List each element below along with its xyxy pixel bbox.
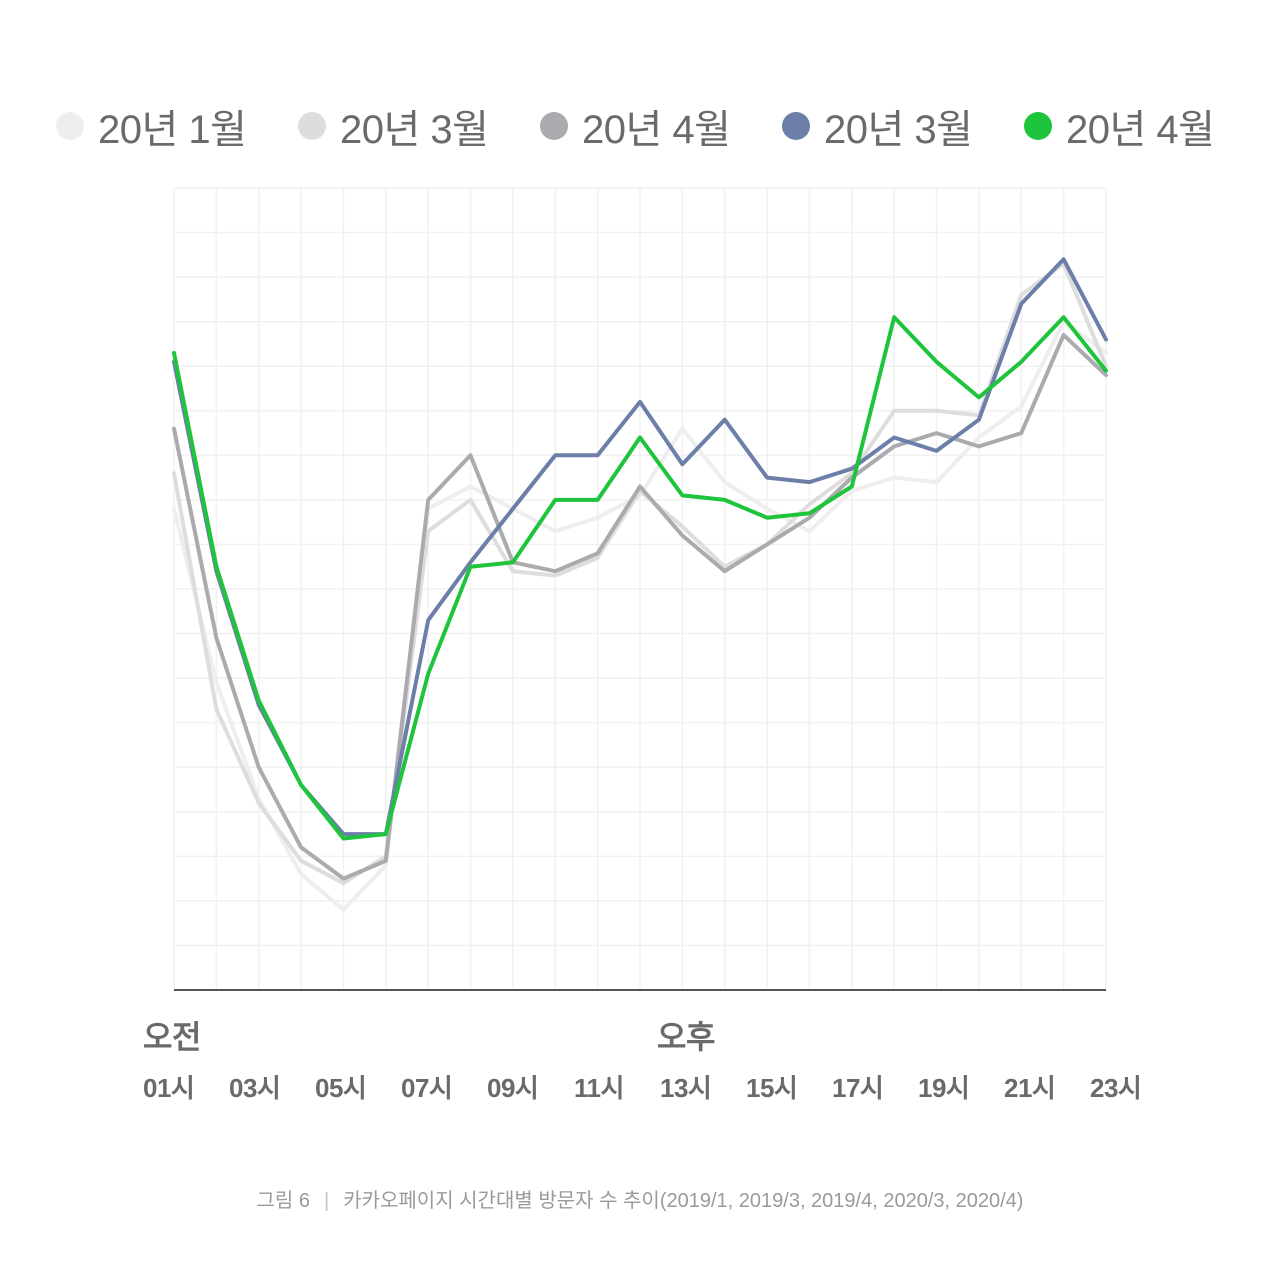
x-tick-label: 05시 xyxy=(315,1073,367,1103)
x-tick-label: 13시 xyxy=(660,1073,712,1103)
x-tick-label: 15시 xyxy=(746,1073,798,1103)
x-tick-label: 03시 xyxy=(229,1073,281,1103)
legend-swatch-3 xyxy=(540,112,568,140)
legend-swatch-2 xyxy=(298,112,326,140)
x-tick-label: 21시 xyxy=(1004,1073,1056,1103)
figure-caption: 그림 6 | 카카오페이지 시간대별 방문자 수 추이(2019/1, 2019/3… xyxy=(0,1184,1280,1213)
x-tick-label: 23시 xyxy=(1090,1073,1142,1103)
legend-label-5: 20년 4월 xyxy=(1066,108,1215,152)
legend-swatch-5 xyxy=(1024,112,1052,140)
chart-grid xyxy=(173,187,1107,991)
series-line-2 xyxy=(172,261,1108,886)
x-tick-label: 17시 xyxy=(832,1073,884,1103)
legend-swatch-4 xyxy=(782,112,810,140)
x-tick-label: 09시 xyxy=(487,1073,539,1103)
legend-swatch-1 xyxy=(56,112,84,140)
series-line-1 xyxy=(172,319,1108,912)
legend-label-2: 20년 3월 xyxy=(340,108,489,152)
chart-series xyxy=(172,257,1108,912)
legend-label-4: 20년 3월 xyxy=(824,108,973,152)
period-label-pm: 오후 xyxy=(657,1019,715,1055)
caption-separator: | xyxy=(324,1190,330,1212)
series-line-5 xyxy=(172,315,1108,841)
figure-caption-text: 카카오페이지 시간대별 방문자 수 추이(2019/1, 2019/3, 201… xyxy=(343,1190,1024,1212)
legend-label-1: 20년 1월 xyxy=(98,108,247,152)
x-tick-label: 19시 xyxy=(918,1073,970,1103)
chart-legend: 20년 1월 20년 3월 20년 4월 20년 3월 20년 4월 xyxy=(0,96,1280,156)
legend-label-3: 20년 4월 xyxy=(582,108,731,152)
figure-number: 그림 6 xyxy=(256,1190,310,1212)
legend-item-3: 20년 4월 xyxy=(540,96,731,156)
x-tick-label: 11시 xyxy=(574,1073,624,1103)
legend-item-4: 20년 3월 xyxy=(782,96,973,156)
x-tick-label: 01시 xyxy=(143,1073,195,1103)
legend-item-2: 20년 3월 xyxy=(298,96,489,156)
x-tick-label: 07시 xyxy=(401,1073,453,1103)
series-line-3 xyxy=(172,333,1108,881)
legend-item-1: 20년 1월 xyxy=(56,96,247,156)
legend-item-5: 20년 4월 xyxy=(1024,96,1215,156)
period-label-am: 오전 xyxy=(143,1019,201,1055)
